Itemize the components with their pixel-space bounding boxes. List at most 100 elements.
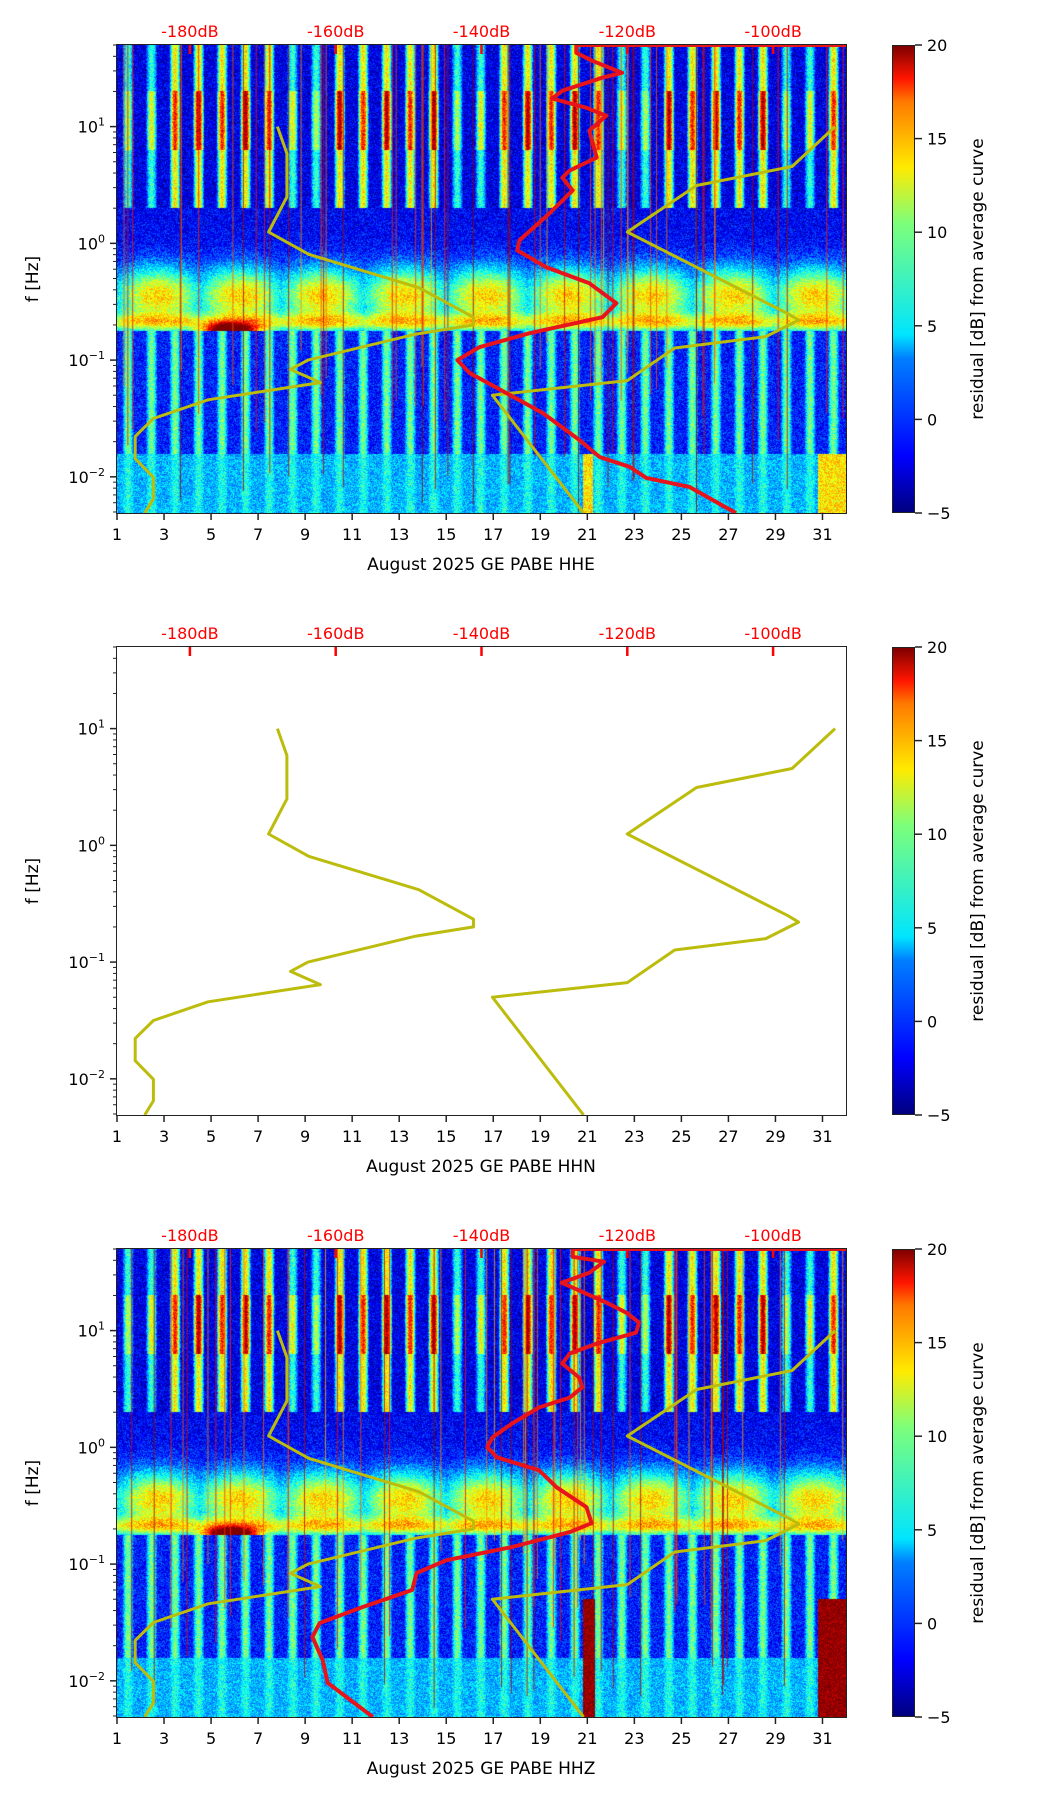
colorbar-tick-label: 20 (927, 36, 947, 55)
x-tick-label: 13 (389, 1127, 409, 1146)
spectrogram-hhz (117, 1249, 846, 1717)
panel-hhz: 1 3 5 7 9 11 13 15 17 19 21 23 25 27 29 31 101 100 10−1 10−… (0, 1204, 1052, 1804)
colorbar-tick-label: 15 (927, 130, 947, 149)
nlnm-curve (133, 1330, 475, 1717)
panel-hhe: 1 3 5 7 9 11 13 15 17 19 21 23 25 27 29 31 101 100 10−1 10−… (0, 0, 1052, 600)
overlay-hhe: 1 3 5 7 9 11 13 15 17 19 21 23 25 27 29 3110110010−110−… (68, 22, 951, 544)
colorbar-hhz (892, 1249, 915, 1717)
x-tick-label: 25 (671, 1127, 691, 1146)
colorbar-tick-label: 5 (927, 317, 937, 336)
x-tick-label: 17 (483, 1127, 503, 1146)
y-tick-label: 101 (78, 1320, 105, 1341)
x-tick-label: 19 (530, 1127, 550, 1146)
x-tick-label: 19 (530, 1729, 550, 1748)
nlnm-curve (133, 728, 475, 1115)
colorbar-tick-label: 10 (927, 223, 947, 242)
x-tick-label: 23 (624, 525, 644, 544)
x-tick-label: 25 (671, 1729, 691, 1748)
colorbar-tick-label: −5 (927, 1708, 951, 1727)
colorbar-tick-label: 20 (927, 638, 947, 657)
db-tick-label: -140dB (453, 624, 510, 643)
x-tick-label: 3 (159, 1729, 169, 1748)
x-tick-label: 21 (577, 1127, 597, 1146)
y-tick-label: 10−1 (68, 1553, 105, 1574)
db-tick-label: -140dB (453, 22, 510, 41)
x-tick-label: 13 (389, 525, 409, 544)
db-tick-label: -120dB (599, 22, 656, 41)
y-tick-label: 100 (78, 232, 105, 253)
y-tick-label: 101 (78, 718, 105, 739)
colorbar-label-hhn: residual [dB] from average curve (968, 740, 988, 1022)
db-tick-label: -160dB (307, 22, 364, 41)
x-tick-label: 7 (253, 1127, 263, 1146)
x-tick-label: 1 (112, 525, 122, 544)
x-tick-label: 19 (530, 525, 550, 544)
x-tick-label: 15 (436, 1127, 456, 1146)
x-tick-label: 31 (812, 1127, 832, 1146)
colorbar-tick-label: 5 (927, 919, 937, 938)
colorbar-tick-label: −5 (927, 1106, 951, 1125)
x-tick-label: 31 (812, 1729, 832, 1748)
y-tick-label: 10−2 (68, 1670, 105, 1691)
x-tick-label: 7 (253, 1729, 263, 1748)
db-tick-label: -120dB (599, 1226, 656, 1245)
x-tick-label: 7 (253, 525, 263, 544)
x-axis-label-hhe: August 2025 GE PABE HHE (367, 555, 595, 575)
x-tick-label: 3 (159, 1127, 169, 1146)
x-tick-label: 23 (624, 1127, 644, 1146)
x-tick-label: 27 (718, 525, 738, 544)
x-tick-label: 5 (206, 1729, 216, 1748)
x-tick-label: 29 (765, 1729, 785, 1748)
median-psd-curve (310, 1249, 846, 1717)
nhnm-curve (490, 125, 837, 513)
x-tick-label: 25 (671, 525, 691, 544)
colorbar-tick-label: 0 (927, 410, 937, 429)
x-tick-label: 1 (112, 1127, 122, 1146)
x-tick-label: 29 (765, 1127, 785, 1146)
panel-hhn: 1 3 5 7 9 11 13 15 17 19 21 23 25 27 29 31 101 100 10−1 10−… (0, 602, 1052, 1202)
x-tick-label: 27 (718, 1127, 738, 1146)
colorbar-tick-label: 0 (927, 1614, 937, 1633)
x-tick-label: 11 (342, 1127, 362, 1146)
y-tick-label: 10−1 (68, 349, 105, 370)
median-psd-curve (455, 45, 846, 513)
colorbar-tick-label: 0 (927, 1012, 937, 1031)
db-tick-label: -180dB (161, 22, 218, 41)
nhnm-curve (490, 1329, 837, 1717)
colorbar-tick-label: 20 (927, 1240, 947, 1259)
x-tick-label: 23 (624, 1729, 644, 1748)
y-tick-label: 10−1 (68, 951, 105, 972)
overlay-hhn: 1 3 5 7 9 11 13 15 17 19 21 23 25 27 29 3110110010−110−… (68, 624, 951, 1146)
y-tick-label: 100 (78, 1436, 105, 1457)
x-tick-label: 9 (300, 525, 310, 544)
colorbar-label-hhe: residual [dB] from average curve (968, 138, 988, 420)
db-tick-label: -100dB (744, 624, 801, 643)
x-tick-label: 3 (159, 525, 169, 544)
x-tick-label: 27 (718, 1729, 738, 1748)
colorbar-tick-label: 10 (927, 825, 947, 844)
y-tick-label: 10−2 (68, 1068, 105, 1089)
overlay-hhz: 1 3 5 7 9 11 13 15 17 19 21 23 25 27 29 3110110010−110−… (68, 1226, 951, 1748)
x-tick-label: 1 (112, 1729, 122, 1748)
nlnm-curve (133, 126, 475, 513)
y-tick-label: 100 (78, 834, 105, 855)
colorbar-tick-label: 10 (927, 1427, 947, 1446)
colorbar-label-hhz: residual [dB] from average curve (968, 1342, 988, 1624)
y-axis-label-hhz: f [Hz] (23, 1459, 43, 1507)
x-tick-label: 17 (483, 525, 503, 544)
x-tick-label: 21 (577, 525, 597, 544)
db-tick-label: -100dB (744, 22, 801, 41)
y-tick-label: 10−2 (68, 466, 105, 487)
db-tick-label: -160dB (307, 1226, 364, 1245)
colorbar-tick-label: 15 (927, 1334, 947, 1353)
colorbar-tick-label: 5 (927, 1521, 937, 1540)
db-tick-label: -180dB (161, 1226, 218, 1245)
x-tick-label: 9 (300, 1729, 310, 1748)
colorbar-hhe (892, 45, 915, 513)
colorbar-hhn (892, 647, 915, 1115)
x-tick-label: 13 (389, 1729, 409, 1748)
x-tick-label: 15 (436, 1729, 456, 1748)
db-tick-label: -140dB (453, 1226, 510, 1245)
colorbar-tick-label: −5 (927, 504, 951, 523)
nhnm-curve (490, 727, 837, 1115)
